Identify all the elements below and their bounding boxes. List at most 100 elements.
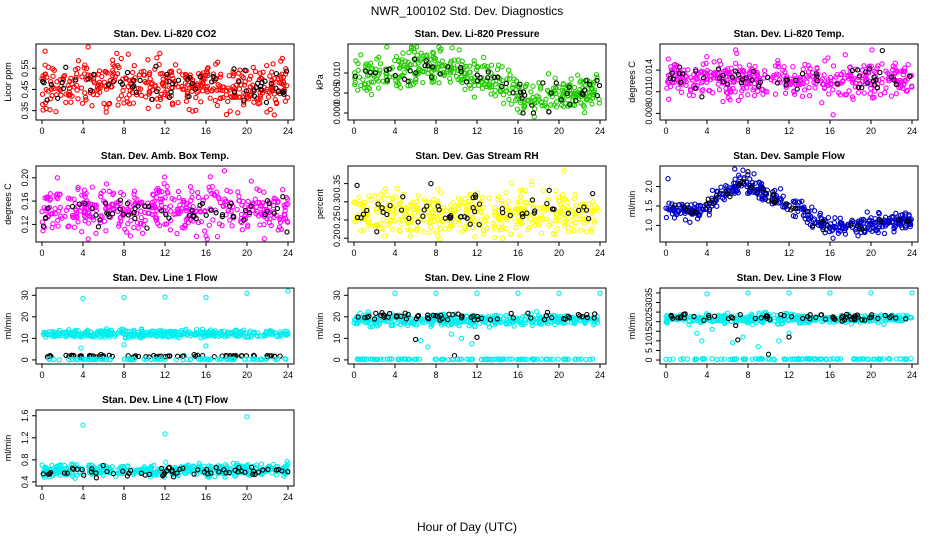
series-points	[351, 168, 601, 242]
data-point	[866, 218, 872, 224]
data-point	[755, 343, 761, 350]
data-point	[890, 67, 896, 73]
data-point	[167, 227, 174, 233]
data-point	[183, 98, 190, 104]
data-point	[755, 82, 761, 88]
data-point	[145, 105, 151, 112]
data-point	[226, 87, 233, 93]
data-point	[773, 197, 779, 204]
data-point	[207, 95, 213, 101]
data-point	[429, 79, 435, 85]
y-tick-label: 30	[20, 290, 30, 300]
data-point	[597, 290, 603, 296]
data-point	[517, 89, 524, 95]
data-point	[445, 64, 451, 70]
data-point	[125, 51, 131, 57]
data-point	[211, 192, 218, 198]
data-point	[230, 213, 236, 219]
x-tick-label: 16	[825, 248, 835, 258]
x-tick-label: 0	[351, 248, 356, 258]
data-point	[519, 187, 525, 193]
data-point	[159, 333, 165, 339]
data-point	[124, 69, 131, 76]
data-point	[784, 201, 790, 207]
data-point	[66, 85, 73, 91]
data-point	[830, 87, 836, 93]
series-daily-mean	[352, 56, 603, 116]
data-point	[822, 58, 828, 64]
data-point	[368, 79, 374, 85]
data-point	[534, 93, 540, 99]
data-point	[193, 107, 199, 113]
data-point	[680, 355, 686, 362]
data-point	[153, 217, 159, 224]
x-tick-label: 20	[242, 370, 252, 380]
data-point	[589, 210, 595, 217]
data-point	[481, 231, 487, 237]
data-point	[869, 228, 875, 234]
data-point	[529, 102, 535, 108]
data-point	[354, 214, 361, 221]
data-point	[203, 343, 209, 349]
data-point	[361, 85, 368, 91]
data-point	[239, 73, 245, 79]
data-point	[379, 205, 385, 211]
data-point	[738, 80, 745, 86]
data-point	[876, 77, 882, 83]
data-point	[699, 94, 705, 100]
data-point	[810, 70, 816, 76]
data-point	[461, 64, 467, 70]
data-point	[503, 88, 509, 94]
panel-title: Stan. Dev. Line 2 Flow	[425, 273, 530, 284]
data-point	[69, 212, 76, 219]
data-point	[193, 326, 200, 333]
data-point	[699, 206, 705, 212]
data-point	[128, 211, 134, 217]
data-point	[881, 219, 887, 225]
data-point	[361, 227, 367, 233]
data-point	[558, 102, 565, 108]
data-point	[499, 209, 506, 216]
data-point	[87, 201, 93, 207]
data-point	[745, 171, 751, 178]
data-point	[232, 331, 239, 337]
data-point	[777, 199, 784, 205]
data-point	[412, 56, 418, 62]
data-point	[129, 69, 136, 76]
data-point	[856, 73, 863, 79]
data-point	[417, 58, 424, 64]
data-point	[732, 60, 739, 67]
data-point	[746, 62, 752, 68]
data-point	[716, 87, 723, 93]
data-point	[815, 219, 822, 226]
x-tick-label: 20	[866, 126, 876, 136]
data-point	[54, 175, 61, 181]
data-point	[248, 92, 255, 98]
data-point	[499, 83, 505, 90]
data-point	[784, 206, 791, 213]
data-point	[581, 220, 587, 226]
data-point	[584, 229, 590, 235]
data-point	[550, 85, 557, 91]
data-point	[514, 106, 521, 112]
data-point	[168, 208, 174, 214]
data-point	[159, 189, 165, 195]
data-point	[819, 99, 825, 106]
data-point	[755, 88, 761, 94]
data-point	[273, 70, 279, 77]
data-point	[156, 187, 162, 194]
data-point	[499, 64, 505, 70]
data-point	[114, 50, 120, 57]
data-point	[372, 70, 379, 76]
data-point	[160, 328, 167, 334]
data-point	[908, 221, 914, 227]
data-point	[462, 70, 469, 77]
data-point	[110, 79, 116, 85]
data-point	[507, 72, 513, 78]
data-point	[850, 96, 856, 102]
data-point	[42, 48, 48, 54]
data-point	[59, 215, 65, 221]
data-point	[195, 82, 201, 89]
data-point	[372, 193, 378, 199]
data-point	[448, 331, 455, 337]
